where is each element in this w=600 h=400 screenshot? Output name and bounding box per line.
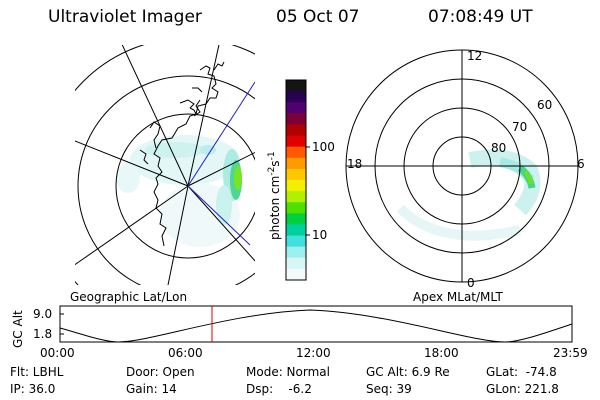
altitude-curve: [59, 309, 573, 343]
mode-value: Mode: Normal: [246, 365, 330, 379]
colorbar-swatch: [286, 268, 306, 281]
timeline-xtick-2359: 23:59: [553, 346, 588, 360]
spacecraft-track: [187, 81, 255, 246]
lat-label-80: 80: [491, 141, 506, 155]
timeline-xtick-1800: 18:00: [424, 346, 459, 360]
timeline-xtick-0000: 00:00: [40, 346, 75, 360]
mlt-label-6: 6: [577, 157, 585, 171]
colorbar-swatch: [286, 257, 306, 270]
colorbar-swatch: [286, 180, 306, 192]
timeline-ytick-top: 9.0: [33, 307, 52, 321]
colorbar-swatch: [286, 91, 306, 103]
colorbar-swatch: [286, 235, 306, 248]
mlt-label-0: 0: [467, 276, 475, 290]
timeline-ticks: [60, 313, 64, 335]
geographic-map: [75, 45, 255, 285]
gain-value: Gain: 14: [126, 382, 177, 396]
colorbar-swatch: [286, 135, 306, 148]
instrument-title: Ultraviolet Imager: [48, 7, 202, 27]
ip-value: IP: 36.0: [10, 382, 56, 396]
colorbar-unit-label: photon cm-2s-1: [267, 151, 282, 240]
colorbar-swatch: [286, 102, 306, 114]
colorbar-swatch: [286, 113, 306, 125]
colorbar-frame: [285, 79, 307, 281]
observation-date: 05 Oct 07: [276, 7, 360, 27]
mlt-label-12: 12: [467, 49, 482, 63]
mlt-label-18: 18: [347, 157, 362, 171]
coastline-fragment: [179, 61, 225, 109]
colorbar-swatch: [286, 80, 306, 92]
colorbar-swatch: [286, 157, 306, 170]
timeline-ytick-bottom: 1.8: [33, 327, 52, 341]
sequence-value: Seq: 39: [366, 382, 412, 396]
colorbar: [285, 79, 307, 281]
latitude-circles: [75, 45, 255, 285]
right-map-caption: Apex MLat/MLT: [413, 290, 503, 304]
lat-label-70: 70: [512, 120, 527, 134]
colorbar-swatch: [286, 224, 306, 237]
dsp-value: Dsp: -6.2: [246, 382, 312, 396]
lat-label-60: 60: [537, 98, 552, 112]
aurora-emission-right: [396, 149, 541, 241]
gc-altitude-value: GC Alt: 6.9 Re: [366, 365, 450, 379]
altitude-timeline: [59, 305, 573, 343]
longitude-lines: [75, 45, 255, 285]
colorbar-swatch: [286, 202, 306, 214]
colorbar-ticks: [305, 146, 310, 236]
filter-value: Flt: LBHL: [10, 365, 64, 379]
geo-latitude-value: GLat: -74.8: [486, 365, 557, 379]
colorbar-swatch: [286, 246, 306, 259]
observation-time: 07:08:49 UT: [428, 7, 533, 27]
colorbar-tick-100: 100: [312, 140, 335, 154]
colorbar-swatch: [286, 191, 306, 203]
colorbar-swatch: [286, 168, 306, 181]
door-status: Door: Open: [126, 365, 195, 379]
timeline-xtick-0600: 06:00: [168, 346, 203, 360]
timeline-xtick-1200: 12:00: [296, 346, 331, 360]
geo-longitude-value: GLon: 221.8: [486, 382, 559, 396]
apex-polar-map: 12 18 6 0 60 70 80: [345, 49, 585, 290]
colorbar-swatch: [286, 146, 306, 159]
timeline-frame: [59, 305, 573, 343]
colorbar-swatch: [286, 124, 306, 137]
timeline-ylabel: GC Alt: [11, 310, 25, 348]
colorbar-tick-10: 10: [312, 228, 327, 242]
antarctic-coastline: [139, 65, 219, 247]
colorbar-swatch: [286, 213, 306, 225]
left-map-caption: Geographic Lat/Lon: [70, 290, 187, 304]
